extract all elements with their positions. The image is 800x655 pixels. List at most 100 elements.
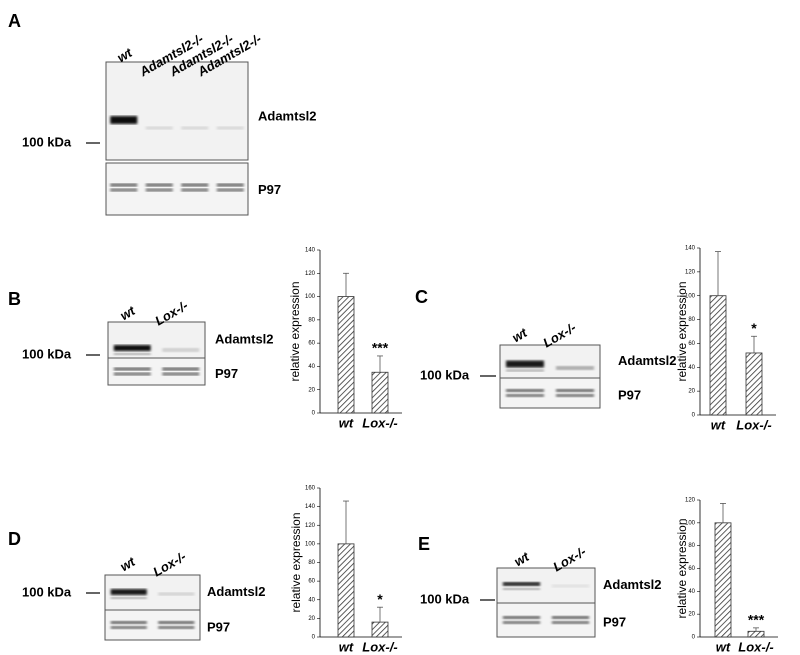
panel-letter: D — [8, 529, 21, 549]
y-tick-label: 60 — [308, 341, 315, 347]
blot-band — [556, 389, 594, 392]
significance: * — [751, 320, 757, 336]
blot-band — [162, 348, 200, 352]
y-tick-label: 40 — [688, 365, 695, 371]
significance: *** — [372, 340, 389, 356]
band-label: Adamtsl2 — [603, 577, 662, 592]
lane-label: wt — [117, 554, 138, 575]
blot-band — [113, 345, 151, 351]
blot-band — [556, 394, 594, 397]
panel-letter: B — [8, 289, 21, 309]
y-tick-label: 40 — [308, 364, 315, 370]
blot-band — [110, 183, 138, 187]
bar — [714, 522, 732, 638]
blot-band — [506, 369, 544, 372]
y-tick-label: 80 — [688, 543, 695, 549]
blot-band — [145, 183, 173, 187]
band-label: Adamtsl2 — [207, 584, 266, 599]
significance: * — [377, 591, 383, 607]
blot-band — [162, 367, 200, 371]
size-marker: 100 kDa — [22, 584, 72, 599]
band-label: Adamtsl2 — [215, 331, 274, 346]
size-marker: 100 kDa — [22, 346, 72, 361]
y-axis-label: relative expression — [289, 512, 303, 612]
blot-band — [158, 621, 195, 624]
x-tick-label: Lox-/- — [362, 639, 397, 654]
y-tick-label: 120 — [305, 271, 316, 277]
blot-frame — [104, 609, 201, 641]
y-tick-label: 140 — [305, 248, 316, 254]
blot-band — [502, 588, 541, 590]
lane-label: wt — [509, 325, 530, 346]
band-label: P97 — [618, 387, 641, 402]
y-tick-label: 100 — [685, 520, 696, 526]
x-tick-label: wt — [716, 639, 731, 654]
bar — [337, 543, 355, 638]
blot-band — [181, 188, 209, 192]
x-tick-label: Lox-/- — [362, 415, 397, 430]
y-tick-label: 80 — [688, 317, 695, 323]
blot-frame — [107, 357, 206, 386]
bar — [709, 295, 727, 416]
blot-band — [145, 188, 173, 192]
error-bar — [720, 503, 726, 523]
lane-label: wt — [511, 549, 532, 570]
size-marker: 100 kDa — [420, 367, 470, 382]
lane-label: wt — [117, 303, 138, 324]
y-tick-label: 80 — [308, 317, 315, 323]
y-tick-label: 100 — [305, 541, 316, 547]
band-label: Adamtsl2 — [618, 353, 677, 368]
error-bar — [377, 355, 383, 373]
band-label: P97 — [207, 619, 230, 634]
y-tick-label: 20 — [308, 616, 315, 622]
panel-letter: A — [8, 11, 21, 31]
panel-letter: E — [418, 534, 430, 554]
band-label: Adamtsl2 — [258, 108, 317, 123]
bar — [745, 352, 763, 416]
blot-band — [110, 589, 147, 595]
y-tick-label: 0 — [692, 413, 696, 419]
y-tick-label: 0 — [312, 635, 316, 641]
blot-band — [158, 626, 195, 629]
blot-band — [158, 592, 195, 596]
size-marker: 100 kDa — [22, 134, 72, 149]
bar — [337, 296, 355, 414]
panel-letter: C — [415, 287, 428, 307]
y-tick-label: 60 — [308, 579, 315, 585]
y-tick-label: 100 — [685, 293, 696, 299]
band-label: P97 — [603, 614, 626, 629]
blot-band — [551, 621, 590, 624]
size-marker: 100 kDa — [420, 591, 470, 606]
blot-band — [145, 126, 173, 130]
error-bar — [343, 272, 349, 297]
bar — [371, 621, 389, 638]
blot-frame — [496, 602, 596, 638]
y-tick-label: 120 — [685, 269, 696, 275]
error-bar — [751, 335, 757, 353]
y-tick-label: 20 — [308, 387, 315, 393]
y-tick-label: 120 — [305, 523, 316, 529]
y-tick-label: 60 — [688, 566, 695, 572]
blot-band — [502, 582, 541, 586]
blot-band — [113, 367, 151, 371]
blot-band — [113, 353, 151, 355]
blot-band — [216, 183, 244, 187]
blot-band — [216, 188, 244, 192]
y-axis-label: relative expression — [675, 518, 689, 618]
y-tick-label: 60 — [688, 341, 695, 347]
y-tick-label: 120 — [685, 498, 696, 504]
x-tick-label: Lox-/- — [738, 639, 773, 654]
blot-band — [110, 597, 147, 599]
y-tick-label: 160 — [305, 486, 316, 492]
blot-band — [110, 626, 147, 629]
significance: *** — [748, 612, 765, 628]
bar — [747, 630, 765, 638]
y-axis-label: relative expression — [675, 281, 689, 381]
blot-frame — [499, 377, 601, 409]
y-tick-label: 0 — [312, 411, 316, 417]
blot-band — [110, 621, 147, 624]
blot-frame — [107, 321, 206, 359]
y-tick-label: 100 — [305, 294, 316, 300]
y-tick-label: 40 — [308, 597, 315, 603]
